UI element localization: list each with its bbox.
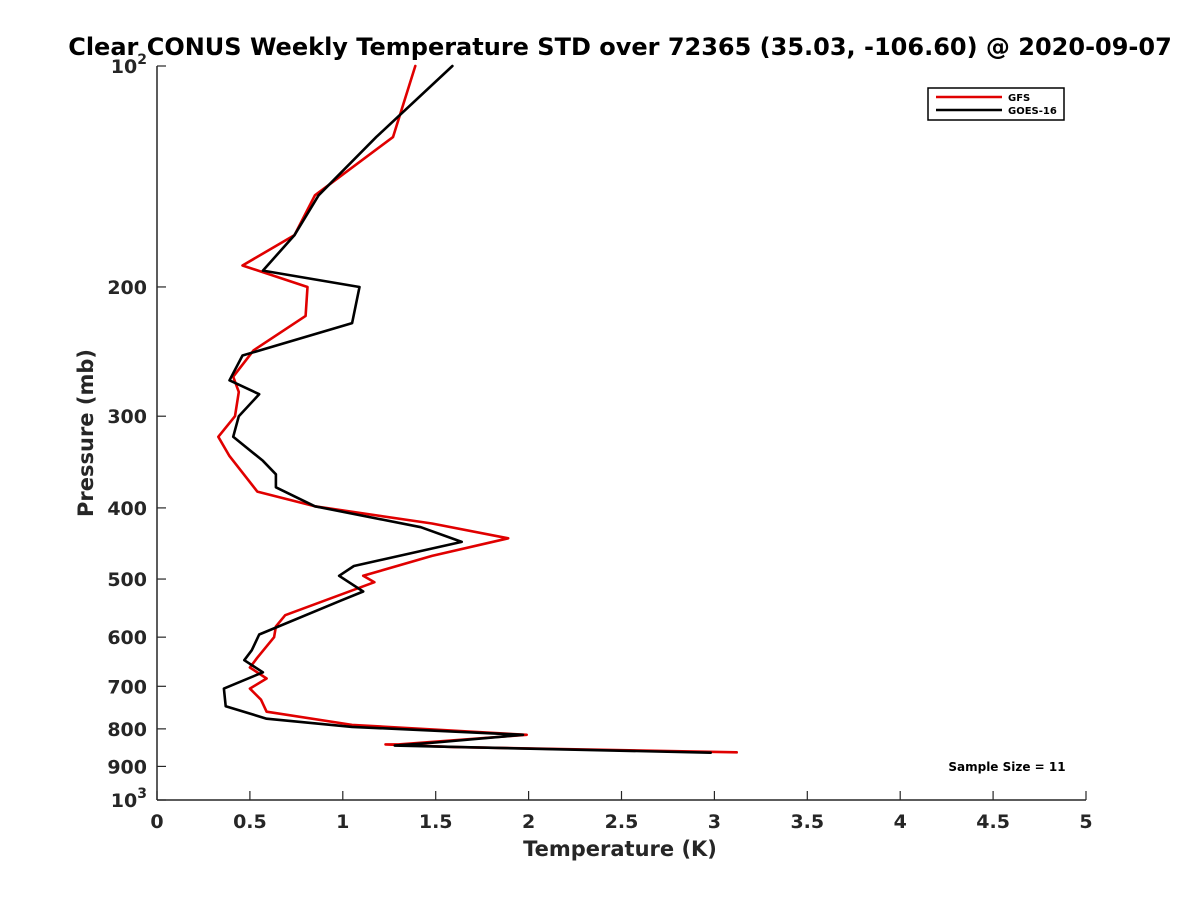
y-tick-label: 600 [107, 627, 147, 649]
y-tick-exponent: 2 [137, 52, 147, 68]
x-tick-label: 4 [894, 811, 907, 833]
x-tick-label: 2 [522, 811, 535, 833]
x-tick-label: 0 [150, 811, 163, 833]
legend-label: GOES-16 [1008, 106, 1057, 117]
x-tick-label: 4.5 [976, 811, 1010, 833]
x-tick-label: 0.5 [233, 811, 267, 833]
x-tick-label: 2.5 [605, 811, 639, 833]
sample-size-annotation: Sample Size = 11 [948, 760, 1065, 774]
series-line-goes-16 [222, 64, 713, 755]
series-layer [217, 64, 739, 755]
y-tick-label: 500 [107, 569, 147, 591]
x-axis-label: Temperature (K) [523, 837, 717, 861]
y-tick-label: 700 [107, 676, 147, 698]
y-tick-label: 300 [107, 406, 147, 428]
y-tick-label: 200 [107, 277, 147, 299]
series-line-gfs [217, 64, 739, 754]
x-tick-label: 1 [336, 811, 349, 833]
y-tick-label: 400 [107, 498, 147, 520]
legend: GFS GOES-16 [927, 87, 1065, 121]
chart-title: Clear CONUS Weekly Temperature STD over … [68, 33, 1172, 61]
y-axis-label: Pressure (mb) [74, 349, 98, 517]
x-tick-label: 3.5 [790, 811, 824, 833]
legend-label: GFS [1008, 93, 1030, 104]
x-tick-label: 5 [1079, 811, 1092, 833]
y-tick-label: 800 [107, 719, 147, 741]
y-tick-exponent: 3 [137, 786, 147, 802]
y-tick-label: 900 [107, 756, 147, 778]
x-tick-label: 3 [708, 811, 721, 833]
x-axis: 0 0.5 1 1.5 2 2.5 3 3.5 4 4.5 5 [150, 791, 1093, 833]
legend-box [927, 87, 1065, 121]
x-tick-label: 1.5 [419, 811, 453, 833]
